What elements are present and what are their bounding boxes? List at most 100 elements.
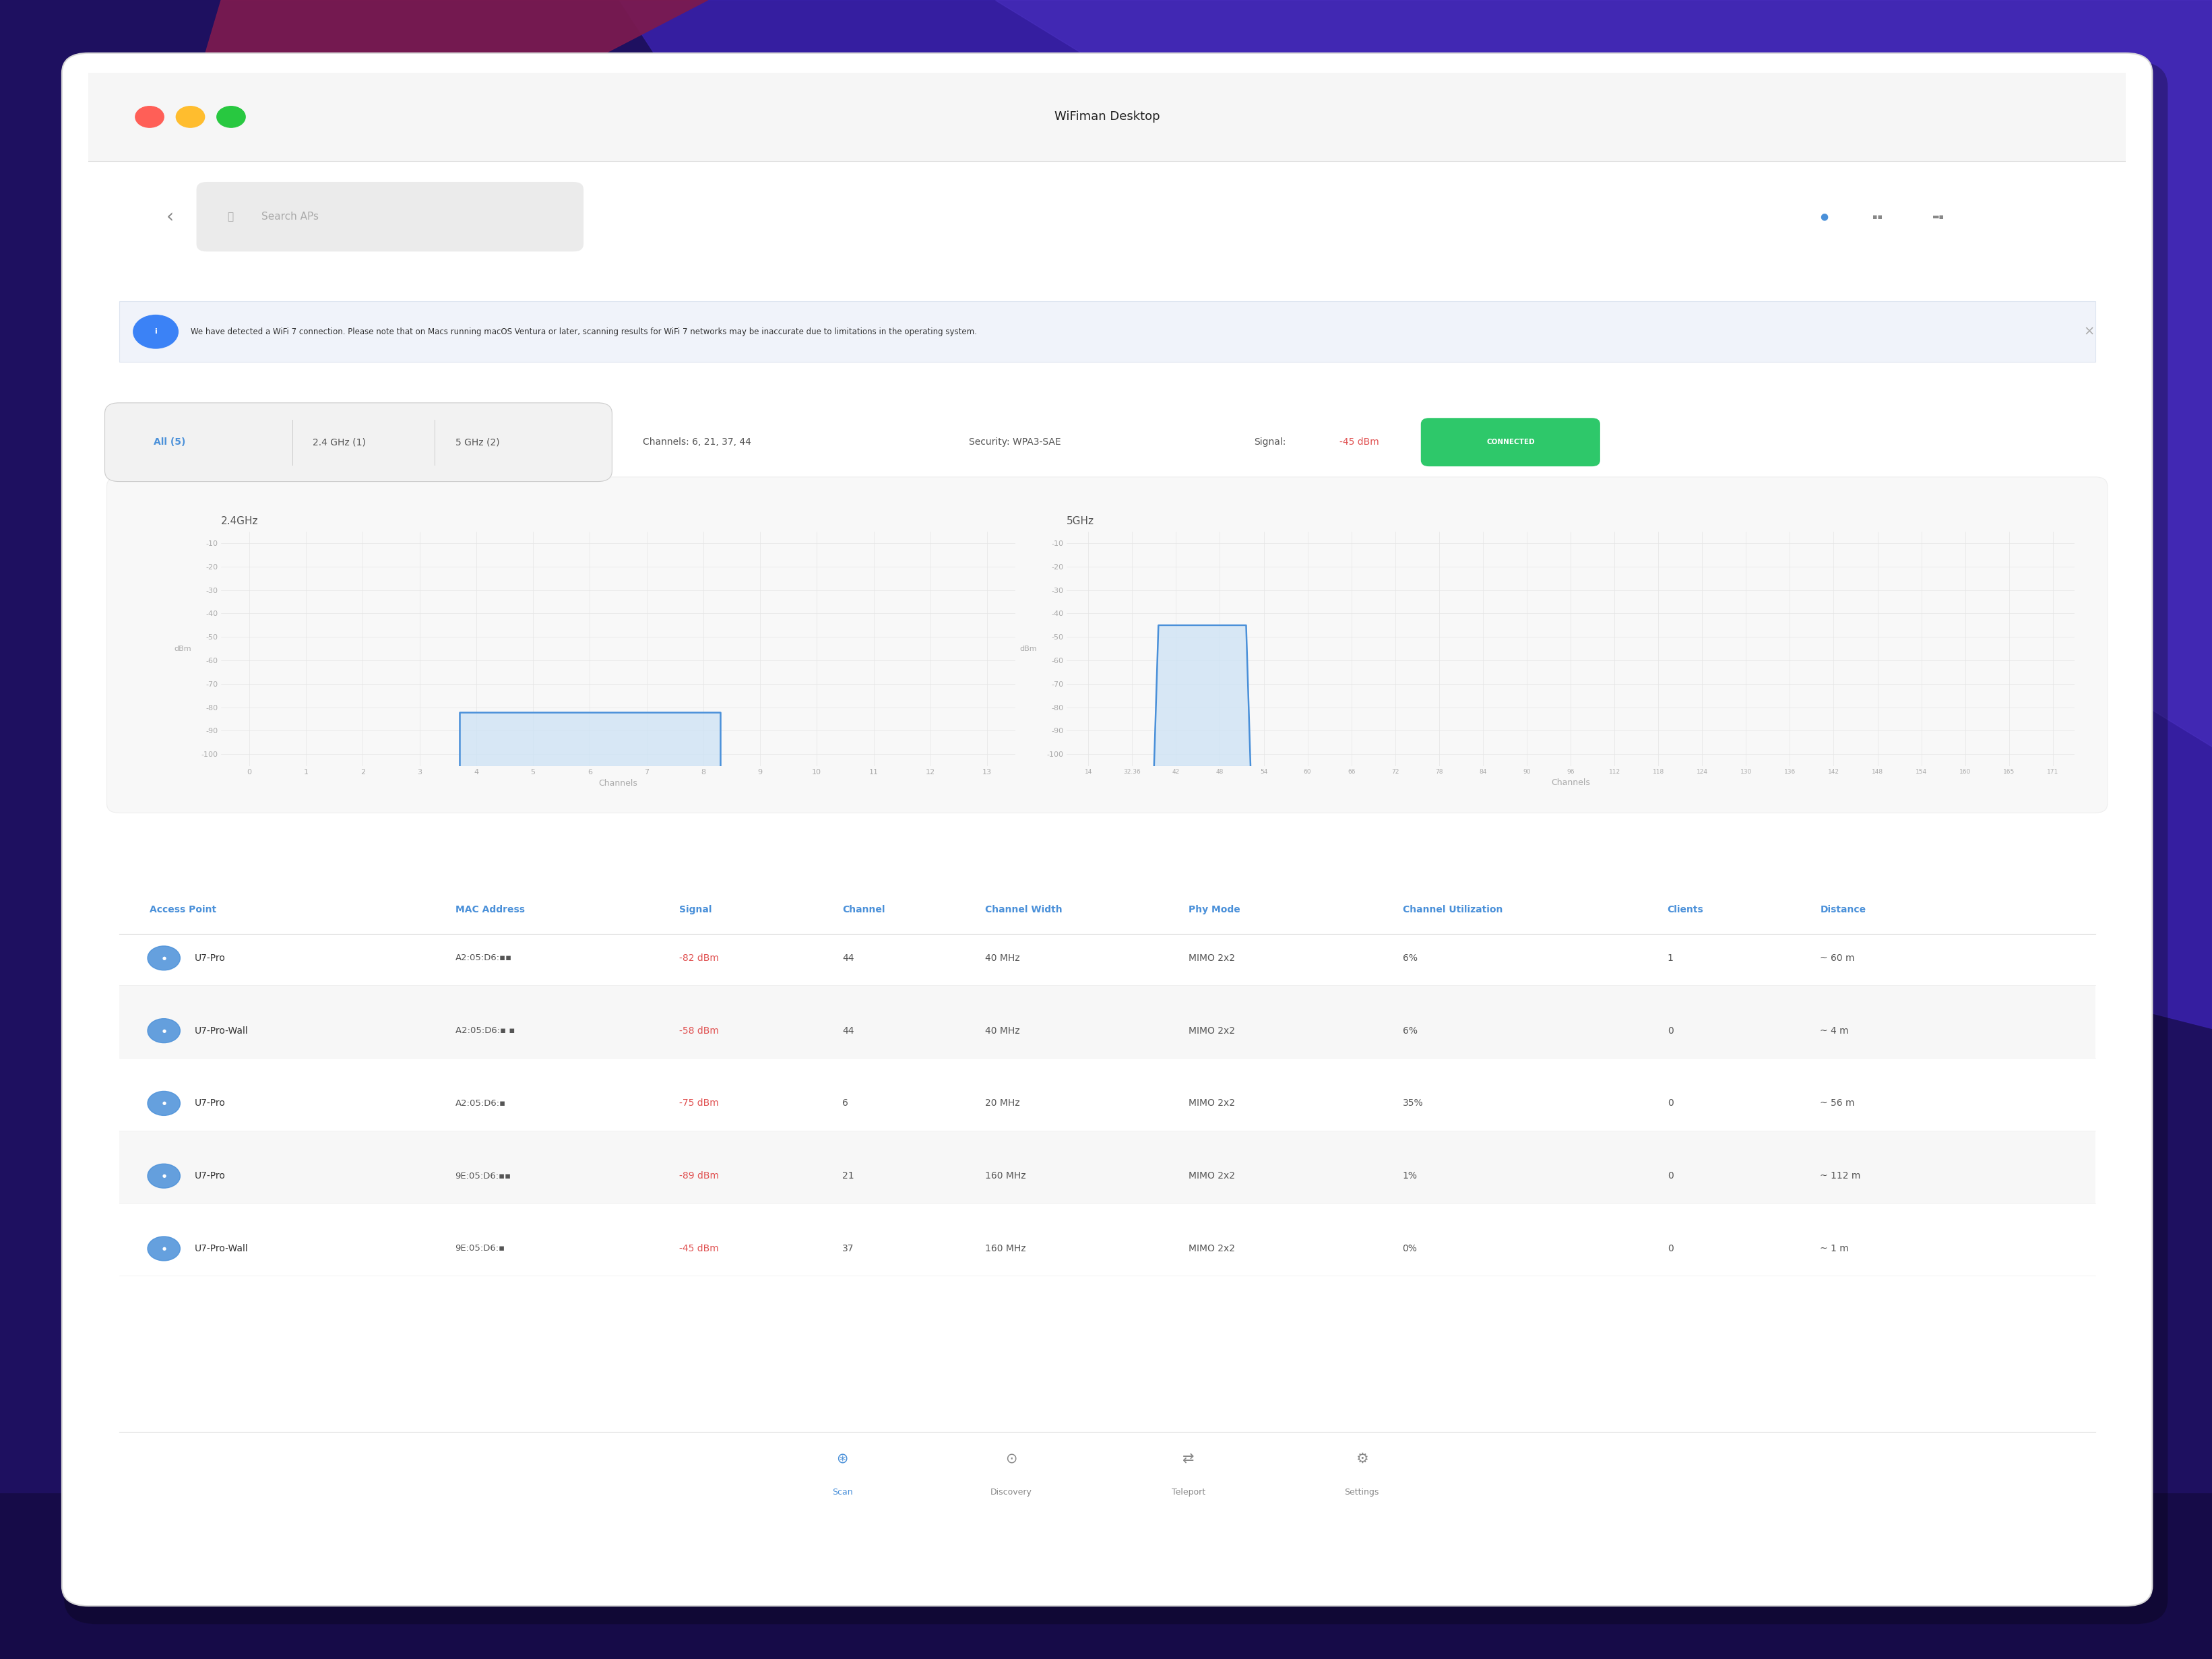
Text: -45 dBm: -45 dBm (679, 1244, 719, 1253)
Text: -58 dBm: -58 dBm (679, 1025, 719, 1035)
Circle shape (135, 106, 164, 128)
Text: 0: 0 (1668, 1171, 1672, 1181)
Text: ●: ● (161, 1175, 166, 1178)
Text: 🔍: 🔍 (228, 212, 232, 222)
Text: ●: ● (161, 1029, 166, 1034)
Polygon shape (460, 712, 721, 766)
Text: Channels: 6, 21, 37, 44: Channels: 6, 21, 37, 44 (644, 438, 752, 446)
Text: -82 dBm: -82 dBm (679, 954, 719, 962)
Text: 21: 21 (843, 1171, 854, 1181)
Text: 0%: 0% (1402, 1244, 1418, 1253)
Text: MIMO 2x2: MIMO 2x2 (1188, 1171, 1234, 1181)
Bar (88, 73, 2126, 161)
Text: MIMO 2x2: MIMO 2x2 (1188, 1025, 1234, 1035)
Text: Discovery: Discovery (991, 1488, 1033, 1496)
Text: 0: 0 (1668, 1025, 1672, 1035)
Text: 1: 1 (1668, 954, 1672, 962)
Bar (119, 302, 2095, 362)
Text: A2:05:D6:▪: A2:05:D6:▪ (456, 1098, 507, 1108)
Text: U7-Pro-Wall: U7-Pro-Wall (195, 1025, 248, 1035)
Text: ~ 60 m: ~ 60 m (1820, 954, 1856, 962)
Text: Search APs: Search APs (261, 212, 319, 222)
X-axis label: Channels: Channels (599, 780, 637, 788)
Text: Channel: Channel (843, 904, 885, 914)
Text: 5 GHz (2): 5 GHz (2) (456, 438, 500, 446)
Text: ●: ● (161, 1102, 166, 1105)
Text: ⊙: ⊙ (1006, 1452, 1018, 1465)
Text: 37: 37 (843, 1244, 854, 1253)
Text: Clients: Clients (1668, 904, 1703, 914)
Text: Channel Utilization: Channel Utilization (1402, 904, 1502, 914)
Text: 35%: 35% (1402, 1098, 1422, 1108)
Bar (0, 1493, 2212, 1659)
Text: 6%: 6% (1402, 1025, 1418, 1035)
Text: ~ 56 m: ~ 56 m (1820, 1098, 1856, 1108)
Text: 0: 0 (1668, 1098, 1672, 1108)
Text: Access Point: Access Point (150, 904, 217, 914)
Text: Security: WPA3-SAE: Security: WPA3-SAE (969, 438, 1060, 446)
FancyBboxPatch shape (106, 478, 2108, 813)
Text: 0: 0 (1668, 1244, 1672, 1253)
Text: ‹: ‹ (166, 207, 175, 226)
Text: 44: 44 (843, 1025, 854, 1035)
Text: ▪▪: ▪▪ (1871, 214, 1882, 221)
Text: Teleport: Teleport (1172, 1488, 1206, 1496)
FancyBboxPatch shape (62, 53, 2152, 1606)
Bar (119, 985, 2095, 1058)
Text: 2.4 GHz (1): 2.4 GHz (1) (312, 438, 365, 446)
Polygon shape (619, 0, 2212, 1029)
Bar (119, 1130, 2095, 1203)
Text: Scan: Scan (832, 1488, 852, 1496)
Text: ~ 112 m: ~ 112 m (1820, 1171, 1860, 1181)
Y-axis label: dBm: dBm (175, 645, 190, 652)
Text: i: i (155, 328, 157, 335)
Text: ⚙: ⚙ (1356, 1452, 1367, 1465)
Text: Signal:: Signal: (1254, 438, 1285, 446)
Text: -89 dBm: -89 dBm (679, 1171, 719, 1181)
Text: ~ 4 m: ~ 4 m (1820, 1025, 1849, 1035)
Circle shape (133, 315, 179, 348)
FancyBboxPatch shape (64, 61, 2168, 1624)
Polygon shape (1155, 625, 1250, 766)
Text: 44: 44 (843, 954, 854, 962)
Text: 1%: 1% (1402, 1171, 1418, 1181)
Circle shape (148, 1019, 179, 1044)
Text: U7-Pro-Wall: U7-Pro-Wall (195, 1244, 248, 1253)
Text: Signal: Signal (679, 904, 712, 914)
Text: We have detected a WiFi 7 connection. Please note that on Macs running macOS Ven: We have detected a WiFi 7 connection. Pl… (190, 327, 975, 337)
Text: ~ 1 m: ~ 1 m (1820, 1244, 1849, 1253)
Polygon shape (995, 0, 2212, 747)
Text: 6%: 6% (1402, 954, 1418, 962)
Text: MAC Address: MAC Address (456, 904, 524, 914)
Text: U7-Pro: U7-Pro (195, 1098, 226, 1108)
Text: -75 dBm: -75 dBm (679, 1098, 719, 1108)
Text: Phy Mode: Phy Mode (1188, 904, 1241, 914)
Text: ●: ● (161, 1246, 166, 1251)
Text: 160 MHz: 160 MHz (984, 1171, 1026, 1181)
Text: Settings: Settings (1345, 1488, 1378, 1496)
Text: 9E:05:D6:▪▪: 9E:05:D6:▪▪ (456, 1171, 511, 1180)
Polygon shape (133, 0, 708, 299)
Text: MIMO 2x2: MIMO 2x2 (1188, 1098, 1234, 1108)
Text: 160 MHz: 160 MHz (984, 1244, 1026, 1253)
Text: ⊛: ⊛ (836, 1452, 847, 1465)
Text: 9E:05:D6:▪: 9E:05:D6:▪ (456, 1244, 504, 1253)
Circle shape (177, 106, 204, 128)
FancyBboxPatch shape (197, 182, 584, 252)
Text: MIMO 2x2: MIMO 2x2 (1188, 1244, 1234, 1253)
Text: U7-Pro: U7-Pro (195, 1171, 226, 1181)
Text: CONNECTED: CONNECTED (1486, 438, 1535, 446)
Text: MIMO 2x2: MIMO 2x2 (1188, 954, 1234, 962)
Circle shape (148, 1165, 179, 1188)
FancyBboxPatch shape (1420, 418, 1599, 466)
Text: A2:05:D6:▪▪: A2:05:D6:▪▪ (456, 954, 511, 962)
Text: -45 dBm: -45 dBm (1338, 438, 1378, 446)
Text: 6: 6 (843, 1098, 847, 1108)
Circle shape (148, 1236, 179, 1261)
Text: WiFiman Desktop: WiFiman Desktop (1055, 111, 1159, 123)
Text: Distance: Distance (1820, 904, 1867, 914)
Text: 40 MHz: 40 MHz (984, 1025, 1020, 1035)
FancyBboxPatch shape (104, 403, 613, 481)
Text: 40 MHz: 40 MHz (984, 954, 1020, 962)
Text: ▬▪: ▬▪ (1933, 214, 1944, 221)
